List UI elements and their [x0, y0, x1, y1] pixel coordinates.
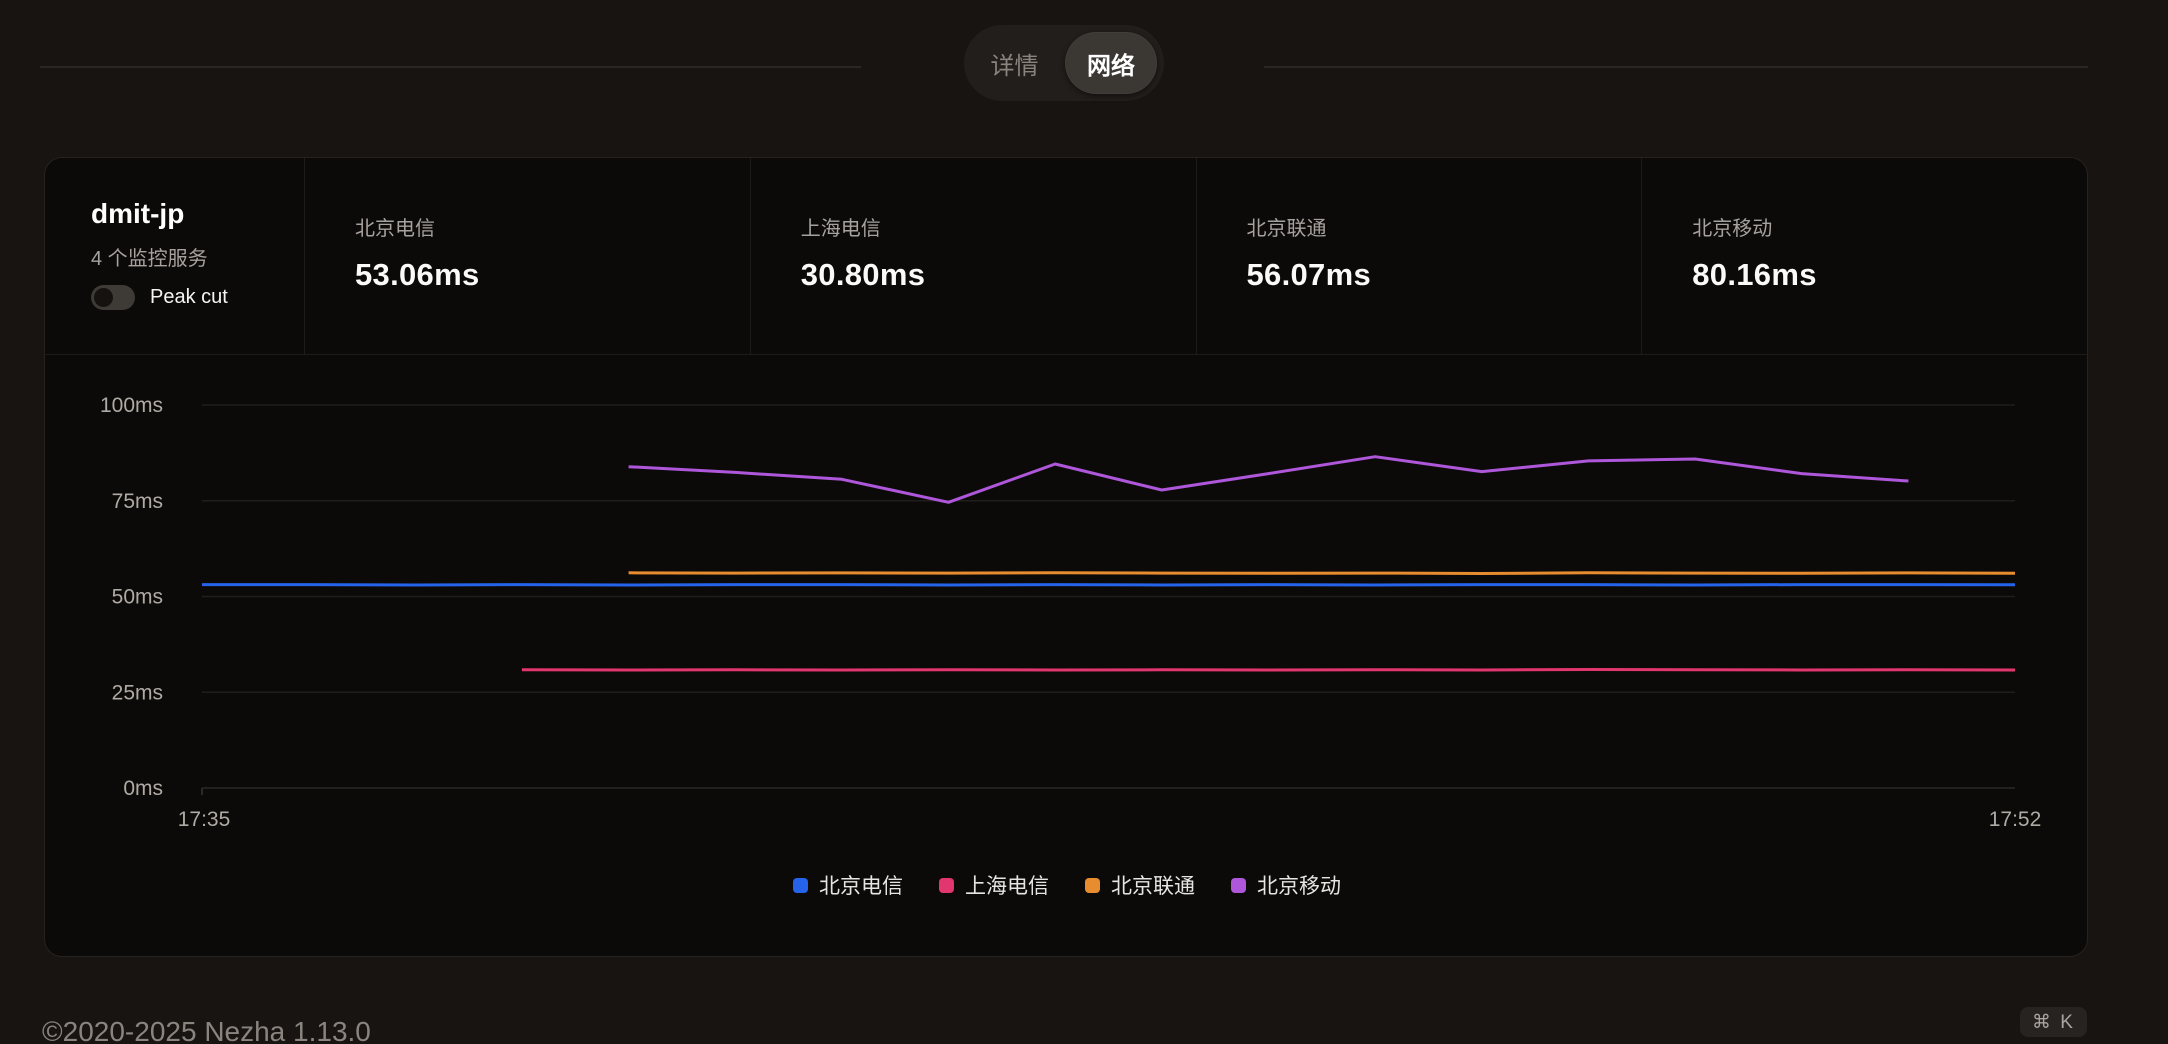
- toggle-knob-icon: [94, 288, 113, 307]
- latency-chart-svg[interactable]: 0ms 25ms 50ms 75ms 100ms 17:35 17:52: [45, 158, 2088, 957]
- view-tabs: 详情 网络: [964, 25, 1164, 101]
- metric-cell-beijing-telecom: 北京电信 53.06ms: [304, 158, 750, 354]
- legend-label: 北京移动: [1257, 875, 1341, 898]
- metric-cell-beijing-unicom: 北京联通 56.07ms: [1195, 158, 1642, 354]
- latency-chart[interactable]: 0ms 25ms 50ms 75ms 100ms 17:35 17:52 北京电信 上海电信北…: [45, 355, 2087, 956]
- y-axis-label: 50ms: [112, 586, 163, 609]
- metric-cell-shanghai-telecom: 上海电信 30.80ms: [749, 158, 1196, 354]
- metric-label: 上海电信: [800, 218, 881, 240]
- server-info-cell: dmit-jp 4 个监控服务 Peak cut: [45, 158, 304, 354]
- metric-value: 56.07ms: [1246, 257, 1371, 292]
- x-axis-label-start: 17:35: [178, 808, 231, 831]
- series-line-北京移动: [628, 455, 1909, 504]
- legend-item-上海电信[interactable]: 上海电信: [939, 870, 1049, 900]
- series-line-北京联通: [628, 571, 2016, 575]
- peak-cut-toggle[interactable]: [91, 285, 135, 310]
- metric-label: 北京移动: [1692, 218, 1773, 240]
- legend-item-北京电信[interactable]: 北京电信: [793, 870, 903, 900]
- tab-details[interactable]: 详情: [990, 52, 1039, 80]
- legend-swatch-icon: [793, 877, 808, 893]
- card-header: dmit-jp 4 个监控服务 Peak cut 北京电信 53.06ms 上海…: [45, 158, 2087, 355]
- metric-value: 53.06ms: [355, 257, 480, 292]
- y-axis-label: 25ms: [112, 681, 163, 704]
- tab-network[interactable]: 网络: [1065, 32, 1157, 94]
- legend-item-北京联通[interactable]: 北京联通: [1085, 870, 1195, 900]
- server-network-card: dmit-jp 4 个监控服务 Peak cut 北京电信 53.06ms 上海…: [44, 157, 2088, 957]
- monitor-services-count: 4 个监控服务: [91, 248, 208, 270]
- command-k-shortcut-badge[interactable]: ⌘ K: [2020, 1007, 2087, 1037]
- metric-label: 北京联通: [1246, 218, 1327, 240]
- metric-cell-beijing-mobile: 北京移动 80.16ms: [1641, 158, 2087, 354]
- header-divider-left: [40, 66, 861, 68]
- legend-swatch-icon: [1231, 877, 1246, 893]
- y-axis-label: 0ms: [123, 777, 163, 800]
- legend-label: 上海电信: [965, 875, 1049, 898]
- x-axis-label-end: 17:52: [1989, 808, 2042, 831]
- legend-label: 北京电信: [819, 875, 903, 898]
- header-divider-right: [1264, 66, 2088, 68]
- metric-value: 80.16ms: [1692, 257, 1817, 292]
- legend-swatch-icon: [939, 877, 954, 893]
- peak-cut-label: Peak cut: [150, 286, 228, 308]
- chart-legend: 北京电信 上海电信 北京联通 北京移动: [45, 870, 2087, 900]
- footer-copyright: ©2020-2025 Nezha 1.13.0: [42, 1016, 371, 1044]
- legend-swatch-icon: [1085, 877, 1100, 893]
- peak-cut-row: Peak cut: [91, 285, 304, 310]
- y-axis-label: 100ms: [100, 394, 163, 417]
- metric-label: 北京电信: [355, 218, 435, 240]
- legend-item-北京移动[interactable]: 北京移动: [1231, 870, 1341, 900]
- metric-value: 30.80ms: [800, 257, 926, 292]
- server-name: dmit-jp: [91, 198, 185, 229]
- series-line-上海电信: [521, 668, 2016, 672]
- legend-label: 北京联通: [1111, 875, 1195, 898]
- y-axis-label: 75ms: [112, 490, 163, 513]
